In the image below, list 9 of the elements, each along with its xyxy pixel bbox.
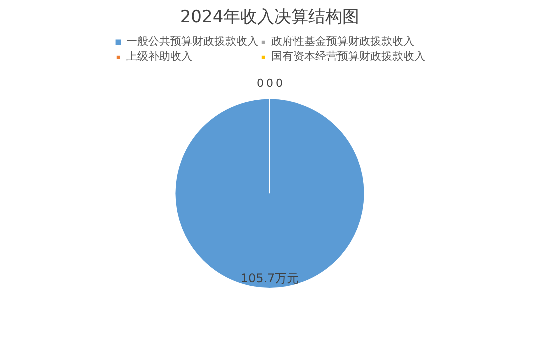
chart-title: 2024年收入决算结构图 bbox=[180, 8, 360, 28]
legend-label: 上级补助收入 bbox=[126, 49, 192, 64]
legend-label: 一般公共预算财政拨款收入 bbox=[126, 34, 258, 49]
text: 0 bbox=[266, 77, 274, 90]
text: 0 bbox=[257, 77, 264, 90]
legend-label: 国有资本经营预算财政拨款收入 bbox=[272, 49, 426, 64]
legend-label: 政府性基金预算财政拨款收入 bbox=[272, 34, 414, 49]
text: 0 bbox=[276, 77, 283, 90]
data-label: 105.7万元 bbox=[240, 272, 300, 286]
